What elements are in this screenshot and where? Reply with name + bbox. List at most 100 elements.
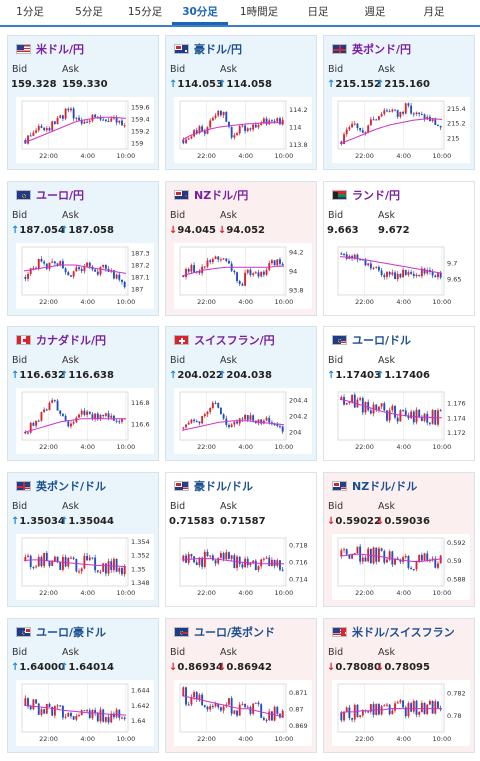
ma-line xyxy=(181,122,284,141)
currency-card[interactable]: NZドル/ドル Bid Ask ↓0.59022 ↓0.59036 0.592 0.59 0.… xyxy=(323,472,475,607)
mini-chart[interactable]: 1.644 1.642 1.64 22:00 4:00 10:00 xyxy=(16,680,154,746)
mini-chart[interactable]: 1.176 1.174 1.172 22:00 4:00 10:00 xyxy=(332,388,470,454)
x-tick-label: 10:00 xyxy=(275,152,294,160)
ma-line xyxy=(181,420,285,431)
tab-3[interactable]: 30分足 xyxy=(172,0,228,25)
bid-label: Bid xyxy=(12,64,28,75)
mini-chart[interactable]: 0.782 0.78 22:00 4:00 10:00 xyxy=(332,680,470,746)
pair-name[interactable]: 米ドル/スイスフラン xyxy=(352,626,455,639)
tab-5[interactable]: 日足 xyxy=(307,6,329,18)
tab-6[interactable]: 週足 xyxy=(364,6,386,18)
mini-chart[interactable]: 94.2 94 93.8 22:00 4:00 10:00 xyxy=(174,243,312,309)
mini-chart[interactable]: 116.8 116.6 22:00 4:00 10:00 xyxy=(16,388,154,454)
currency-card[interactable]: ユーロ/円 Bid Ask ↑187.054 ↑187.058 187.3 187.2 187… xyxy=(7,181,159,316)
up-arrow-icon: ↑ xyxy=(60,225,69,236)
currency-card[interactable]: ユーロ/英ポンド Bid Ask ↓0.86934 ↓0.86942 0.871 0.87 0… xyxy=(165,618,317,753)
candle-body xyxy=(86,121,89,123)
plot-frame xyxy=(179,100,287,150)
plot-frame xyxy=(179,246,287,296)
candle-body xyxy=(209,120,212,128)
candle-body xyxy=(182,687,185,696)
pair-name[interactable]: カナダドル/円 xyxy=(36,334,107,347)
candle-body xyxy=(121,120,123,126)
mini-chart[interactable]: 0.718 0.716 0.714 22:00 4:00 10:00 xyxy=(174,534,312,600)
bid-label: Bid xyxy=(170,647,186,658)
currency-card[interactable]: 英ポンド/ドル Bid Ask ↑1.35034 ↑1.35044 1.354 1.352 1… xyxy=(7,472,159,607)
candle-body xyxy=(35,420,38,426)
currency-card[interactable]: ユーロ/ドル Bid Ask ↑1.17403 ↑1.17406 1.176 1.174 1.… xyxy=(323,326,475,461)
tab-7[interactable]: 月足 xyxy=(423,6,445,18)
currency-card[interactable]: 豪ドル/ドル Bid Ask 0.71583 0.71587 0.718 0.716 0.71… xyxy=(165,472,317,607)
candle-body xyxy=(214,115,217,118)
pair-name[interactable]: 豪ドル/ドル xyxy=(194,480,254,493)
currency-card[interactable]: NZドル/円 Bid Ask ↓94.045 ↓94.052 94.2 94 93.8 22:0… xyxy=(165,181,317,316)
pair-name[interactable]: ユーロ/ドル xyxy=(352,334,412,347)
candle-body xyxy=(209,555,212,557)
y-tick-label: 215 xyxy=(447,134,459,142)
pair-name[interactable]: 英ポンド/円 xyxy=(352,43,412,56)
candle-body xyxy=(380,548,383,552)
candle-body xyxy=(187,138,190,140)
candle-body xyxy=(369,704,372,712)
currency-card[interactable]: ランド/円 Bid Ask 9.663 9.672 9.7 9.65 22:00 4:00 10:… xyxy=(323,181,475,316)
currency-card[interactable]: 英ポンド/円 Bid Ask ↑215.152 ↑215.160 215.4 215.2 21… xyxy=(323,35,475,170)
ask-value: ↑1.64014 xyxy=(60,662,114,673)
candle-body xyxy=(123,281,126,288)
candle-body xyxy=(203,414,206,417)
candle-body xyxy=(348,554,351,559)
tab-0[interactable]: 1分足 xyxy=(16,6,44,18)
candle-body xyxy=(53,556,56,562)
mini-chart[interactable]: 204.4 204.2 204 22:00 4:00 10:00 xyxy=(174,388,312,454)
candle-body xyxy=(75,267,78,272)
mini-chart[interactable]: 9.7 9.65 22:00 4:00 10:00 xyxy=(332,243,470,309)
candle-body xyxy=(394,703,396,711)
pair-name[interactable]: スイスフラン/円 xyxy=(194,334,275,347)
candle-body xyxy=(211,117,214,121)
candle-body xyxy=(340,550,343,557)
y-tick-label: 116.6 xyxy=(131,421,150,429)
candle-body xyxy=(418,712,421,715)
pair-name[interactable]: 英ポンド/ドル xyxy=(36,480,107,493)
currency-card[interactable]: 豪ドル/円 Bid Ask ↑114.053 ↑114.058 114.2 114 113.8… xyxy=(165,35,317,170)
candle-body xyxy=(343,549,345,551)
candle-body xyxy=(43,409,46,413)
currency-card[interactable]: スイスフラン/円 Bid Ask ↑204.022 ↑204.038 204.4 204.2… xyxy=(165,326,317,461)
pair-name[interactable]: ユーロ/円 xyxy=(36,189,85,202)
currency-card[interactable]: 米ドル/スイスフラン Bid Ask ↓0.78080 ↓0.78095 0.782 0.7… xyxy=(323,618,475,753)
x-tick-label: 22:00 xyxy=(197,298,216,306)
currency-card[interactable]: 米ドル/円 Bid Ask 159.328 159.330 159.6 159.4 159.2… xyxy=(7,35,159,170)
mini-chart[interactable]: 0.871 0.87 0.869 22:00 4:00 10:00 xyxy=(174,680,312,746)
mini-chart[interactable]: 0.592 0.59 0.588 22:00 4:00 10:00 xyxy=(332,534,470,600)
x-tick-label: 22:00 xyxy=(355,298,374,306)
tab-2[interactable]: 15分足 xyxy=(127,6,163,18)
candle-body xyxy=(45,552,48,561)
tab-4[interactable]: 1時間足 xyxy=(239,6,279,18)
pair-name[interactable]: 豪ドル/円 xyxy=(194,43,243,56)
pair-name[interactable]: NZドル/ドル xyxy=(352,480,418,493)
candle-body xyxy=(29,422,32,433)
candle-body xyxy=(377,703,380,715)
currency-card[interactable]: ユーロ/豪ドル Bid Ask ↑1.64000 ↑1.64014 1.644 1.642 1… xyxy=(7,618,159,753)
pair-name[interactable]: ランド/円 xyxy=(352,189,401,202)
currency-card[interactable]: カナダドル/円 Bid Ask ↑116.632 ↑116.638 116.8 116.6 2… xyxy=(7,326,159,461)
candle-body xyxy=(262,717,265,720)
candle-body xyxy=(64,108,67,119)
mini-chart[interactable]: 187.3 187.2 187.1 187 22:00 4:00 10:00 xyxy=(16,243,154,309)
candle-body xyxy=(32,267,35,269)
tab-1[interactable]: 5分足 xyxy=(75,6,103,18)
ma-line xyxy=(23,264,127,274)
ma-line xyxy=(339,118,443,145)
candle-body xyxy=(437,563,439,568)
pair-name[interactable]: ユーロ/豪ドル xyxy=(36,626,107,639)
mini-chart[interactable]: 114.2 114 113.8 22:00 4:00 10:00 xyxy=(174,97,312,163)
mini-chart[interactable]: 215.4 215.2 215 22:00 4:00 10:00 xyxy=(332,97,470,163)
pair-name[interactable]: 米ドル/円 xyxy=(36,43,85,56)
bid-label: Bid xyxy=(328,647,344,658)
mini-chart[interactable]: 1.354 1.352 1.35 1.348 22:00 4:00 10:00 xyxy=(16,534,154,600)
pair-name[interactable]: NZドル/円 xyxy=(194,189,249,202)
candle-body xyxy=(439,126,442,128)
candle-body xyxy=(396,273,399,280)
plot-frame xyxy=(179,391,287,441)
mini-chart[interactable]: 159.6 159.4 159.2 159 22:00 4:00 10:00 xyxy=(16,97,154,163)
pair-name[interactable]: ユーロ/英ポンド xyxy=(194,626,276,639)
